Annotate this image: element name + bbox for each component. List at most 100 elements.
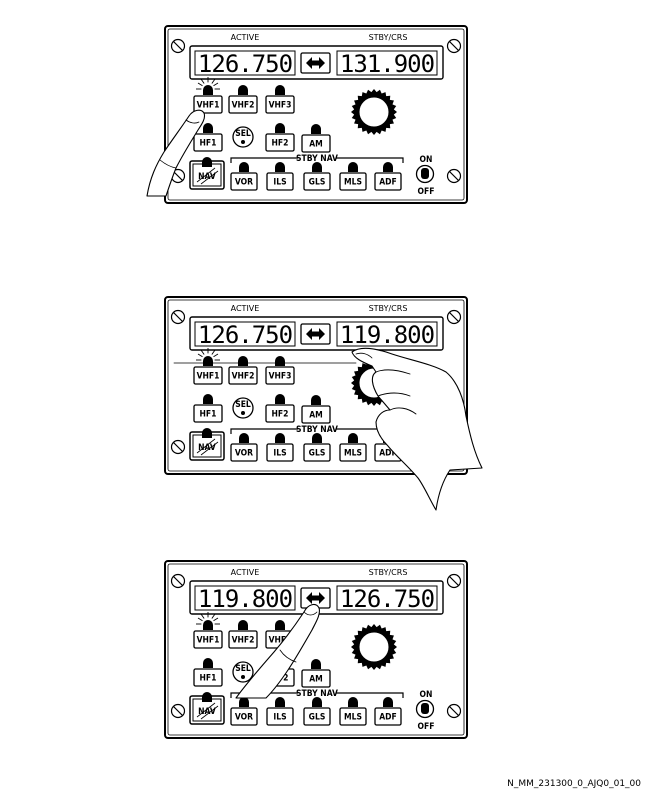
button-vor-label: VOR: [235, 178, 253, 188]
button-vhf2[interactable]: VHF2: [228, 366, 258, 385]
annunciator-lamp-icon: [275, 356, 285, 366]
sel-indicator-icon: [241, 675, 245, 679]
button-vor[interactable]: VOR: [230, 172, 258, 191]
power-switch[interactable]: [415, 699, 435, 719]
on-label: ON: [420, 690, 433, 700]
hand-right-2: [351, 347, 483, 511]
button-nav[interactable]: NAV: [189, 695, 225, 725]
button-ils[interactable]: ILS: [266, 172, 294, 191]
button-adf-label: ADF: [379, 449, 397, 459]
screw-icon: [170, 309, 186, 325]
stby-display: [336, 321, 438, 347]
button-adf[interactable]: ADF: [374, 172, 402, 191]
tuning-knob[interactable]: [351, 624, 397, 670]
tuning-knob[interactable]: [351, 89, 397, 135]
off-label: OFF: [418, 722, 435, 732]
button-nav-label: NAV: [198, 172, 216, 182]
annunciator-lamp-icon: [348, 433, 358, 443]
button-hf2-label: HF2: [272, 139, 289, 149]
button-gls[interactable]: GLS: [303, 172, 331, 191]
transfer-button[interactable]: [300, 52, 331, 74]
screw-icon: [446, 38, 462, 54]
button-hf2[interactable]: HF2: [265, 404, 295, 423]
button-vhf2[interactable]: VHF2: [228, 630, 258, 649]
screw-icon: [170, 439, 186, 455]
screw-icon: [170, 38, 186, 54]
button-nav[interactable]: NAV: [189, 431, 225, 461]
sel-label: SEL: [235, 664, 251, 674]
annunciator-lamp-icon: [383, 697, 393, 707]
button-vhf1[interactable]: VHF1: [193, 95, 223, 114]
button-gls-label: GLS: [309, 713, 326, 723]
button-adf[interactable]: ADF: [374, 707, 402, 726]
transfer-arrow-icon: [306, 57, 325, 69]
button-am-label: AM: [309, 140, 323, 150]
annunciator-lamp-icon: [275, 620, 285, 630]
button-hf1-label: HF1: [200, 410, 217, 420]
button-vhf2[interactable]: VHF2: [228, 95, 258, 114]
screw-icon: [446, 168, 462, 184]
knob-inner[interactable]: [358, 631, 390, 663]
finger-crease: [159, 159, 177, 169]
button-mls-label: MLS: [344, 178, 362, 188]
button-mls[interactable]: MLS: [339, 707, 367, 726]
button-vhf3[interactable]: VHF3: [265, 95, 295, 114]
button-vhf1[interactable]: VHF1: [193, 366, 223, 385]
annunciator-lamp-icon: [238, 356, 248, 366]
button-hf1[interactable]: HF1: [193, 404, 223, 423]
button-vor[interactable]: VOR: [230, 443, 258, 462]
screw-icon: [170, 168, 186, 184]
button-hf2[interactable]: HF2: [265, 133, 295, 152]
button-vhf1-label: VHF1: [197, 101, 220, 111]
annunciator-lamp-icon: [311, 659, 321, 669]
button-vhf3[interactable]: VHF3: [265, 366, 295, 385]
power-switch[interactable]: [415, 164, 435, 184]
stby-crs-label: STBY/CRS: [369, 304, 408, 313]
button-hf2-label: HF2: [272, 410, 289, 420]
button-ils[interactable]: ILS: [266, 707, 294, 726]
annunciator-lamp-icon: [275, 697, 285, 707]
screw-icon: [446, 309, 462, 325]
sel-button[interactable]: SEL: [232, 126, 254, 148]
annunciator-lamp-icon: [239, 433, 249, 443]
stby-display: [336, 585, 438, 611]
button-gls[interactable]: GLS: [303, 443, 331, 462]
stby-nav-label: STBY NAV: [296, 154, 338, 164]
button-nav-label: NAV: [198, 443, 216, 453]
stby-crs-label: STBY/CRS: [369, 568, 408, 577]
button-hf1-label: HF1: [200, 139, 217, 149]
button-vhf3-label: VHF3: [269, 636, 292, 646]
knob-inner[interactable]: [358, 96, 390, 128]
button-vhf1-label: VHF1: [197, 372, 220, 382]
active-frequency: 126.750: [198, 321, 292, 349]
transfer-button[interactable]: [300, 323, 331, 345]
button-hf1[interactable]: HF1: [193, 133, 223, 152]
annunciator-lamp-icon: [312, 697, 322, 707]
annunciator-lamp-icon: [275, 433, 285, 443]
button-hf1[interactable]: HF1: [193, 668, 223, 687]
annunciator-lamp-icon: [383, 162, 393, 172]
switch-toggle-icon: [421, 168, 429, 179]
button-gls[interactable]: GLS: [303, 707, 331, 726]
button-ils[interactable]: ILS: [266, 443, 294, 462]
sel-button[interactable]: SEL: [232, 661, 254, 683]
button-am[interactable]: AM: [301, 134, 331, 153]
button-vhf2-label: VHF2: [232, 636, 255, 646]
annunciator-lamp-icon: [312, 162, 322, 172]
button-am[interactable]: AM: [301, 405, 331, 424]
annunciator-lamp-icon: [203, 394, 213, 404]
button-vhf1[interactable]: VHF1: [193, 630, 223, 649]
finger-line: [375, 369, 411, 375]
transfer-arrow-icon: [306, 328, 325, 340]
annunciator-lamp-icon: [348, 697, 358, 707]
button-vor[interactable]: VOR: [230, 707, 258, 726]
fingernail: [355, 352, 373, 359]
button-mls[interactable]: MLS: [339, 172, 367, 191]
active-label: ACTIVE: [231, 33, 260, 42]
active-display: [194, 321, 296, 347]
button-vor-label: VOR: [235, 713, 253, 723]
sel-button[interactable]: SEL: [232, 397, 254, 419]
button-mls[interactable]: MLS: [339, 443, 367, 462]
annunciator-lamp-icon: [239, 162, 249, 172]
button-am[interactable]: AM: [301, 669, 331, 688]
